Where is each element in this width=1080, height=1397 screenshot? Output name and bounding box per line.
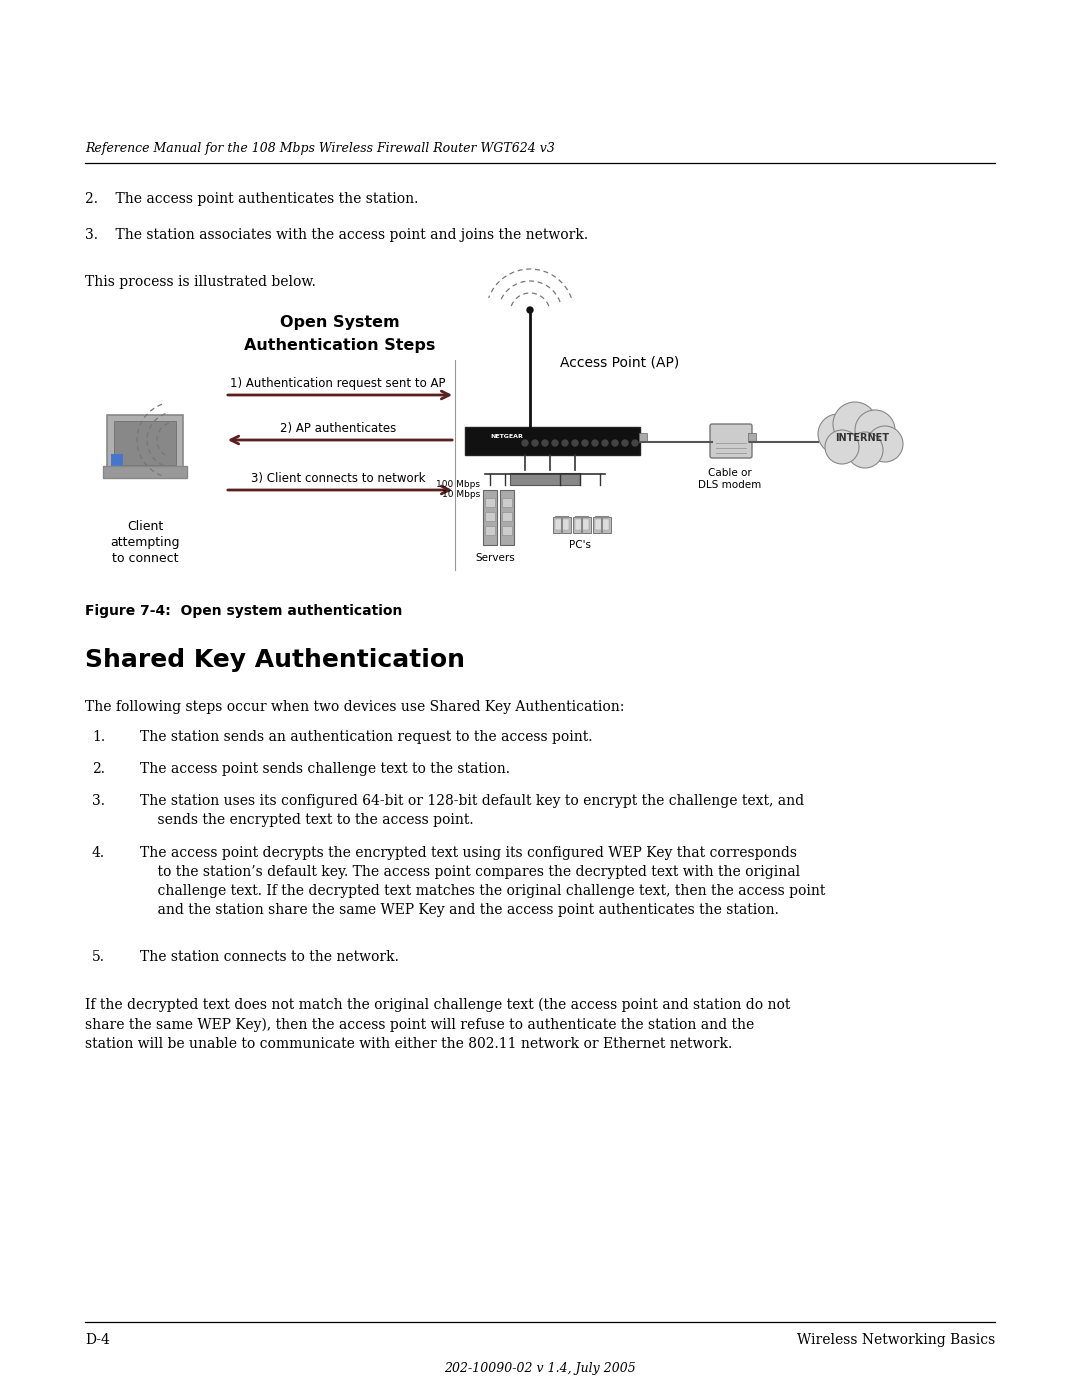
FancyBboxPatch shape: [103, 467, 187, 478]
FancyBboxPatch shape: [107, 415, 183, 469]
Text: 2) AP authenticates: 2) AP authenticates: [280, 422, 396, 434]
Bar: [502, 511, 512, 521]
Circle shape: [552, 440, 558, 446]
Bar: [748, 433, 756, 441]
Bar: [485, 527, 495, 535]
Circle shape: [582, 440, 588, 446]
FancyBboxPatch shape: [573, 517, 591, 534]
Text: D-4: D-4: [85, 1333, 110, 1347]
Text: The station uses its configured 64-bit or 128-bit default key to encrypt the cha: The station uses its configured 64-bit o…: [140, 793, 805, 827]
Bar: [502, 527, 512, 535]
Text: The station connects to the network.: The station connects to the network.: [140, 950, 399, 964]
Circle shape: [632, 440, 638, 446]
Text: Open System: Open System: [280, 314, 400, 330]
Text: 100 Mbps
10 Mbps: 100 Mbps 10 Mbps: [436, 481, 480, 499]
Circle shape: [532, 440, 538, 446]
Circle shape: [867, 426, 903, 462]
Circle shape: [847, 432, 883, 468]
Text: Access Point (AP): Access Point (AP): [561, 355, 679, 369]
Text: The access point sends challenge text to the station.: The access point sends challenge text to…: [140, 761, 510, 775]
Text: 4.: 4.: [92, 847, 105, 861]
FancyBboxPatch shape: [483, 490, 497, 545]
Text: 5.: 5.: [92, 950, 105, 964]
Circle shape: [527, 307, 534, 313]
FancyBboxPatch shape: [500, 490, 514, 545]
Text: 202-10090-02 v 1.4, July 2005: 202-10090-02 v 1.4, July 2005: [444, 1362, 636, 1375]
Text: Shared Key Authentication: Shared Key Authentication: [85, 648, 465, 672]
Text: Cable or
DLS modem: Cable or DLS modem: [699, 468, 761, 490]
Bar: [111, 454, 123, 467]
Bar: [485, 511, 495, 521]
FancyBboxPatch shape: [553, 517, 571, 534]
Text: 2.: 2.: [92, 761, 105, 775]
Text: 3.    The station associates with the access point and joins the network.: 3. The station associates with the acces…: [85, 228, 589, 242]
Text: If the decrypted text does not match the original challenge text (the access poi: If the decrypted text does not match the…: [85, 997, 791, 1051]
Text: Figure 7-4:  Open system authentication: Figure 7-4: Open system authentication: [85, 604, 403, 617]
Text: Authentication Steps: Authentication Steps: [244, 338, 435, 353]
Text: 3.: 3.: [92, 793, 105, 807]
FancyBboxPatch shape: [465, 427, 640, 455]
Text: 2.    The access point authenticates the station.: 2. The access point authenticates the st…: [85, 191, 418, 205]
Text: INTERNET: INTERNET: [835, 433, 889, 443]
FancyBboxPatch shape: [114, 420, 176, 465]
FancyBboxPatch shape: [593, 517, 611, 534]
Text: Reference Manual for the 108 Mbps Wireless Firewall Router WGT624 v3: Reference Manual for the 108 Mbps Wirele…: [85, 142, 555, 155]
Bar: [595, 520, 609, 529]
Text: Client
attempting
to connect: Client attempting to connect: [110, 520, 179, 564]
Text: Servers: Servers: [475, 553, 515, 563]
Bar: [510, 474, 580, 485]
Circle shape: [542, 440, 548, 446]
Text: NETGEAR: NETGEAR: [490, 434, 523, 439]
Circle shape: [818, 414, 858, 454]
Circle shape: [572, 440, 578, 446]
Text: The following steps occur when two devices use Shared Key Authentication:: The following steps occur when two devic…: [85, 700, 624, 714]
Text: This process is illustrated below.: This process is illustrated below.: [85, 275, 315, 289]
Bar: [485, 497, 495, 507]
FancyBboxPatch shape: [710, 425, 752, 458]
Circle shape: [612, 440, 618, 446]
Text: The access point decrypts the encrypted text using its configured WEP Key that c: The access point decrypts the encrypted …: [140, 847, 825, 916]
Bar: [639, 433, 647, 441]
Text: The station sends an authentication request to the access point.: The station sends an authentication requ…: [140, 731, 593, 745]
Circle shape: [622, 440, 627, 446]
Text: 3) Client connects to network: 3) Client connects to network: [251, 472, 426, 485]
Text: 1) Authentication request sent to AP: 1) Authentication request sent to AP: [230, 377, 446, 390]
Circle shape: [592, 440, 598, 446]
Bar: [575, 520, 589, 529]
Circle shape: [522, 440, 528, 446]
Circle shape: [602, 440, 608, 446]
Text: Wireless Networking Basics: Wireless Networking Basics: [797, 1333, 995, 1347]
Circle shape: [825, 430, 859, 464]
Circle shape: [562, 440, 568, 446]
Circle shape: [833, 402, 877, 446]
Text: 1.: 1.: [92, 731, 105, 745]
Bar: [555, 520, 569, 529]
Bar: [502, 497, 512, 507]
Text: PC's: PC's: [569, 541, 591, 550]
Circle shape: [855, 409, 895, 450]
